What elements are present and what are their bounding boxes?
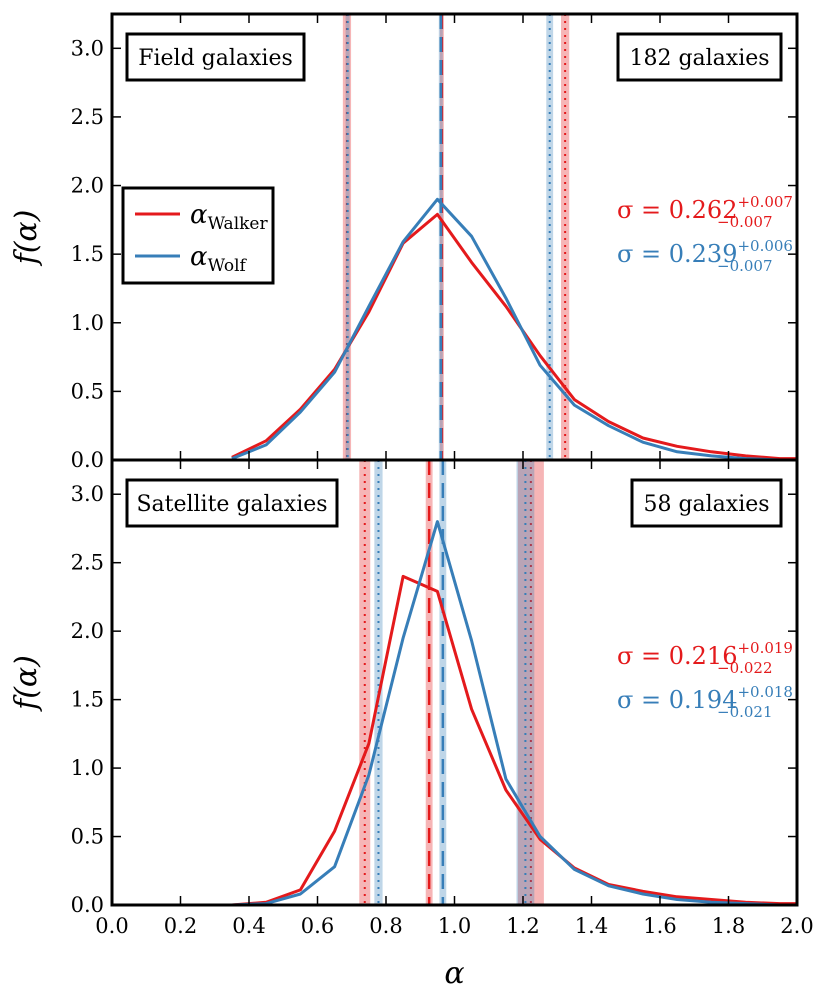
sigma-upper-error: +0.006 <box>737 237 793 255</box>
sigma-upper-error: +0.007 <box>737 193 793 211</box>
percentile-band <box>374 460 383 905</box>
x-tick-label: 1.2 <box>506 914 539 938</box>
title-box-label: Field galaxies <box>138 46 293 71</box>
sigma-annotation: σ = 0.216+0.019 <box>617 639 793 670</box>
percentile-band <box>425 460 433 905</box>
y-tick-label: 0.0 <box>71 893 104 917</box>
legend-subscript: Wolf <box>208 256 248 276</box>
percentile-band <box>345 14 350 460</box>
percentile-band <box>546 14 554 460</box>
x-tick-label: 0.0 <box>95 914 128 938</box>
title-box-label: Satellite galaxies <box>136 492 327 517</box>
x-tick-label: 1.4 <box>575 914 608 938</box>
y-axis-label: f(α) <box>9 655 44 712</box>
y-tick-label: 1.5 <box>71 242 104 266</box>
percentile-band <box>342 14 352 460</box>
legend-box <box>121 186 275 285</box>
y-tick-label: 1.0 <box>71 311 104 335</box>
sigma-value: σ = 0.239 <box>617 240 737 268</box>
percentile-band <box>439 460 447 905</box>
sigma-value: σ = 0.216 <box>617 642 737 670</box>
percentile-band <box>561 14 570 460</box>
sigma-annotation: σ = 0.194+0.018 <box>617 683 793 714</box>
count-box <box>616 32 783 82</box>
sigma-lower-error: −0.007 <box>717 257 773 275</box>
count-box-label: 58 galaxies <box>643 492 769 517</box>
x-tick-label: 0.2 <box>164 914 197 938</box>
sigma-annotation: σ = 0.239+0.006 <box>617 237 793 268</box>
x-tick-label: 1.8 <box>712 914 745 938</box>
legend-symbol: α <box>190 200 208 230</box>
x-tick-label: 0.8 <box>369 914 402 938</box>
sigma-value: σ = 0.262 <box>617 196 737 224</box>
x-tick-label: 1.0 <box>438 914 471 938</box>
percentile-band <box>359 460 371 905</box>
count-box <box>630 478 783 528</box>
y-tick-label: 0.5 <box>71 825 104 849</box>
y-tick-label: 2.5 <box>71 105 104 129</box>
title-box <box>125 32 306 82</box>
y-tick-label: 3.0 <box>71 36 104 60</box>
sigma-value: σ = 0.194 <box>617 686 737 714</box>
y-tick-label: 2.5 <box>71 551 104 575</box>
count-box-label: 182 galaxies <box>629 46 769 71</box>
sigma-upper-error: +0.018 <box>737 683 793 701</box>
series-line-wolf <box>231 197 797 462</box>
percentile-band <box>516 460 535 905</box>
y-axis-label: f(α) <box>9 210 44 267</box>
y-tick-label: 0.0 <box>71 448 104 472</box>
percentile-band <box>438 14 443 460</box>
panel-bottom: 0.0 0.5 1.0 1.5 2.0 2.5 3.0 0.0 0.2 0.4 0.6 0.8 1.0 1… <box>9 458 814 991</box>
title-box <box>125 478 339 528</box>
y-tick-label: 1.5 <box>71 688 104 712</box>
legend-subscript: Walker <box>208 214 269 234</box>
sigma-lower-error: −0.022 <box>717 659 773 677</box>
y-tick-label: 2.0 <box>71 174 104 198</box>
y-tick-label: 2.0 <box>71 619 104 643</box>
legend-label: αWolf <box>190 242 248 276</box>
x-tick-label: 2.0 <box>780 914 813 938</box>
sigma-annotation: σ = 0.262+0.007 <box>617 193 793 224</box>
sigma-lower-error: −0.021 <box>717 703 773 721</box>
panel-top: 0.0 0.5 1.0 1.5 2.0 2.5 3.0 f(α) Field galaxies 1… <box>9 12 799 472</box>
x-tick-label: 1.6 <box>643 914 676 938</box>
percentile-band <box>517 460 544 905</box>
series-line-wolf <box>231 520 797 907</box>
y-tick-label: 3.0 <box>71 482 104 506</box>
y-tick-label: 1.0 <box>71 756 104 780</box>
y-tick-label: 0.5 <box>71 379 104 403</box>
x-tick-label: 0.6 <box>301 914 334 938</box>
percentile-band <box>439 14 444 460</box>
x-tick-label: 0.4 <box>232 914 265 938</box>
sigma-upper-error: +0.019 <box>737 639 793 657</box>
series-line-walker <box>231 574 797 907</box>
sigma-lower-error: −0.007 <box>717 213 773 231</box>
x-axis-label: α <box>444 956 464 991</box>
legend-symbol: α <box>190 242 208 272</box>
legend-label: αWalker <box>190 200 268 234</box>
